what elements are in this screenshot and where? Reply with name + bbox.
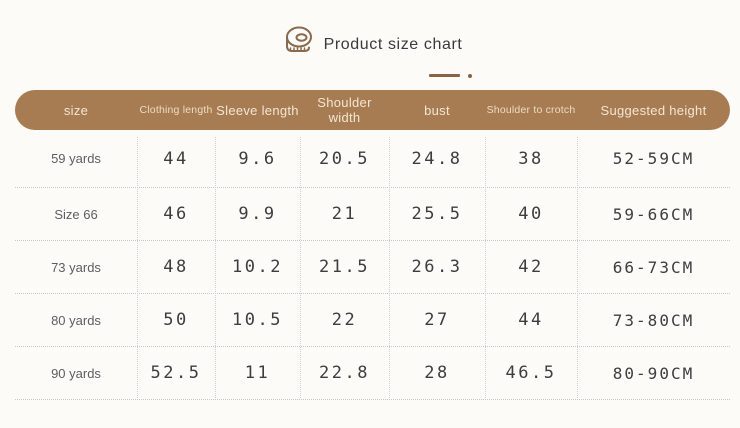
column-divider [137, 137, 138, 398]
cell-shoulder-width: 20.5 [319, 148, 370, 169]
cell-shoulder-width: 22 [331, 310, 358, 330]
cell-shoulder-to-crotch: 38 [518, 148, 544, 169]
cell-bust: 27 [424, 310, 450, 330]
column-header-shoulder-to-crotch: Shoulder to crotch [486, 104, 576, 116]
column-header-bust: bust [424, 102, 450, 118]
size-chart-table: size Clothing length Sleeve length Shoul… [15, 90, 730, 400]
tape-measure-icon [278, 24, 316, 67]
column-divider [300, 137, 301, 398]
table-body: 59 yards 44 9.6 20.5 24.8 38 52-59CM Siz… [15, 130, 730, 400]
column-header-shoulder-width: Shoulder width [317, 95, 372, 125]
cell-shoulder-to-crotch: 40 [518, 204, 544, 224]
cell-bust: 28 [424, 363, 450, 383]
cell-clothing-length: 46 [163, 204, 189, 224]
page-title: Product size chart [0, 22, 740, 78]
cell-bust: 25.5 [411, 204, 463, 224]
cell-shoulder-to-crotch: 44 [518, 310, 544, 330]
cell-clothing-length: 48 [163, 257, 189, 277]
table-row: 73 yards 48 10.2 21.5 26.3 42 66-73CM [15, 241, 730, 294]
cell-clothing-length: 50 [163, 310, 189, 330]
page-title-text: Product size chart [323, 35, 463, 53]
cell-shoulder-width: 21 [331, 204, 358, 224]
title-underline-dash [429, 74, 461, 77]
column-header-size: size [63, 102, 89, 118]
column-header-sleeve-length: Sleeve length [216, 102, 299, 118]
cell-sleeve-length: 9.6 [238, 148, 277, 169]
column-header-suggested-height: Suggested height [600, 102, 707, 118]
table-row: 80 yards 50 10.5 22 27 44 73-80CM [15, 294, 730, 347]
cell-bust: 26.3 [411, 257, 463, 277]
cell-shoulder-to-crotch: 42 [518, 257, 544, 277]
cell-suggested-height: 66-73CM [612, 257, 695, 277]
cell-clothing-length: 44 [163, 148, 189, 169]
cell-shoulder-width: 21.5 [319, 257, 370, 277]
row-size-label: 73 yards [51, 259, 101, 275]
column-divider [215, 137, 216, 398]
cell-suggested-height: 59-66CM [612, 204, 695, 224]
cell-sleeve-length: 10.5 [232, 310, 283, 330]
cell-suggested-height: 52-59CM [612, 149, 695, 168]
cell-clothing-length: 52.5 [150, 363, 202, 383]
column-divider [485, 137, 486, 398]
row-size-label: 59 yards [51, 151, 101, 166]
table-header-row: size Clothing length Sleeve length Shoul… [15, 90, 730, 130]
cell-suggested-height: 80-90CM [612, 363, 695, 383]
row-size-label: Size 66 [54, 206, 98, 222]
column-divider [577, 137, 578, 398]
title-underline-dot [468, 74, 473, 78]
cell-sleeve-length: 11 [244, 363, 271, 383]
cell-bust: 24.8 [411, 148, 463, 169]
cell-shoulder-width: 22.8 [319, 363, 370, 383]
table-row: 59 yards 44 9.6 20.5 24.8 38 52-59CM [15, 130, 730, 188]
cell-sleeve-length: 9.9 [238, 204, 277, 224]
table-row: Size 66 46 9.9 21 25.5 40 59-66CM [15, 188, 730, 241]
cell-sleeve-length: 10.2 [232, 257, 283, 277]
cell-suggested-height: 73-80CM [612, 310, 695, 330]
table-row: 90 yards 52.5 11 22.8 28 46.5 80-90CM [15, 347, 730, 400]
row-size-label: 90 yards [51, 365, 101, 381]
row-size-label: 80 yards [51, 312, 101, 328]
cell-shoulder-to-crotch: 46.5 [505, 363, 557, 383]
column-divider [389, 137, 390, 398]
column-header-clothing-length: Clothing length [139, 104, 213, 116]
